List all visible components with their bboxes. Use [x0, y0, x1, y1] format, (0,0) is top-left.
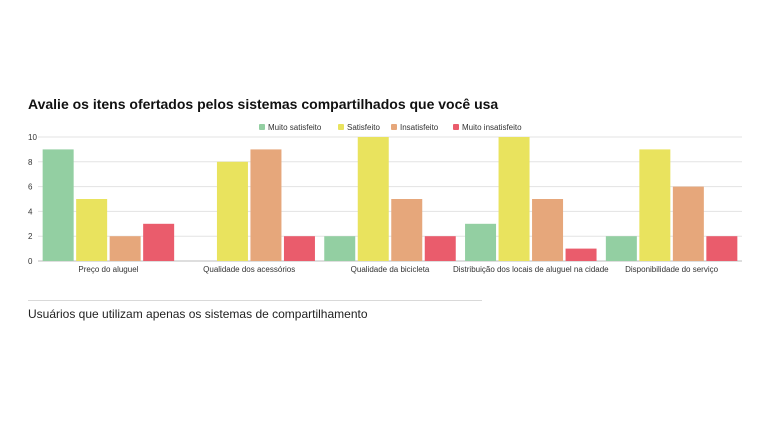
bar-satisfeito: [216, 161, 248, 261]
bar-muito-satisfeito: [465, 223, 497, 261]
bar-insatisfeito: [532, 199, 564, 261]
legend-label: Muito satisfeito: [268, 123, 322, 132]
legend-swatch: [338, 124, 344, 130]
bar-muito-insatisfeito: [283, 236, 315, 261]
bar-muito-insatisfeito: [143, 223, 175, 261]
bar-muito-satisfeito: [42, 149, 74, 261]
legend-swatch: [259, 124, 265, 130]
legend-label: Muito insatisfeito: [462, 123, 522, 132]
bar-satisfeito: [357, 137, 389, 261]
bar-muito-satisfeito: [605, 236, 637, 261]
bar-insatisfeito: [672, 186, 704, 261]
divider: [28, 300, 482, 301]
x-tick-label: Qualidade da bicicleta: [351, 265, 430, 274]
bar-insatisfeito: [391, 199, 423, 261]
y-tick-label: 4: [28, 207, 33, 216]
y-tick-label: 6: [28, 183, 33, 192]
bar-muito-insatisfeito: [706, 236, 738, 261]
legend-swatch: [453, 124, 459, 130]
y-tick-label: 2: [28, 232, 33, 241]
x-tick-label: Disponibilidade do serviço: [625, 265, 718, 274]
bars: [42, 137, 738, 261]
bar-muito-insatisfeito: [424, 236, 456, 261]
y-axis-ticks: 0 2 4 6 8 10: [28, 133, 37, 266]
bar-satisfeito: [76, 199, 108, 261]
legend-label: Insatisfeito: [400, 123, 439, 132]
legend-label: Satisfeito: [347, 123, 380, 132]
legend-swatch: [391, 124, 397, 130]
x-tick-label: Distribuição dos locais de aluguel na ci…: [453, 265, 609, 274]
y-tick-label: 8: [28, 158, 33, 167]
chart-title: Avalie os itens ofertados pelos sistemas…: [28, 96, 499, 112]
bar-satisfeito: [498, 137, 530, 261]
bar-muito-satisfeito: [324, 236, 356, 261]
x-axis-labels: Preço do aluguel Qualidade dos acessórios…: [78, 265, 718, 274]
bar-chart: 0 2 4 6 8 10 Preço do aluguel Qualidade dos ac…: [28, 123, 742, 274]
legend: Muito satisfeito Satisfeito Insatisfeito Mu…: [259, 123, 522, 132]
bar-insatisfeito: [109, 236, 141, 261]
x-tick-label: Preço do aluguel: [78, 265, 138, 274]
caption: Usuários que utilizam apenas os sistemas…: [28, 307, 368, 321]
bar-insatisfeito: [250, 149, 282, 261]
y-tick-label: 10: [28, 133, 37, 142]
x-tick-label: Qualidade dos acessórios: [203, 265, 295, 274]
bar-muito-insatisfeito: [565, 248, 597, 261]
y-tick-label: 0: [28, 257, 33, 266]
bar-satisfeito: [639, 149, 671, 261]
